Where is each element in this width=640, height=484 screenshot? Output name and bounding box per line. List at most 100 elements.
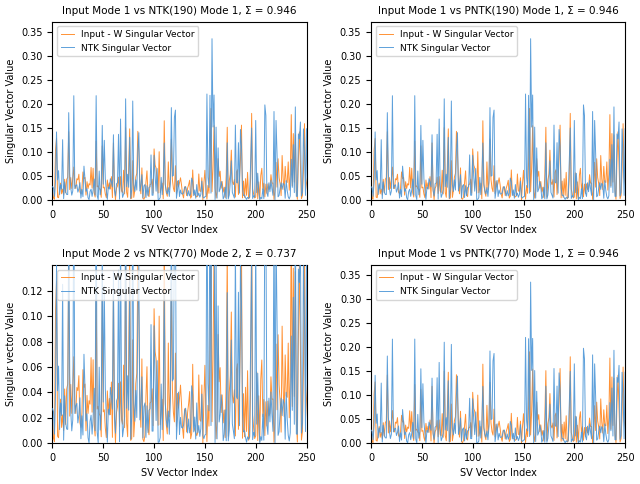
Input - W Singular Vector xyxy=(449,438,456,444)
NTK Singular Vector xyxy=(145,184,153,190)
NTK Singular Vector xyxy=(481,431,489,437)
Input - W Singular Vector xyxy=(177,382,184,388)
Input - W Singular Vector xyxy=(130,195,138,200)
NTK Singular Vector xyxy=(148,192,156,198)
Input - W Singular Vector xyxy=(518,440,525,446)
Input - W Singular Vector xyxy=(207,106,215,111)
NTK Singular Vector xyxy=(85,440,93,446)
X-axis label: SV Vector Index: SV Vector Index xyxy=(141,225,218,235)
Title: Input Mode 1 vs NTK(190) Mode 1, Σ = 0.946: Input Mode 1 vs NTK(190) Mode 1, Σ = 0.9… xyxy=(62,5,297,15)
Line: Input - W Singular Vector: Input - W Singular Vector xyxy=(52,202,312,443)
NTK Singular Vector xyxy=(178,424,186,430)
Input - W Singular Vector xyxy=(49,187,56,193)
Line: NTK Singular Vector: NTK Singular Vector xyxy=(52,17,312,443)
Line: NTK Singular Vector: NTK Singular Vector xyxy=(371,282,630,443)
Line: Input - W Singular Vector: Input - W Singular Vector xyxy=(52,108,312,199)
Input - W Singular Vector xyxy=(49,414,56,420)
NTK Singular Vector xyxy=(496,434,504,440)
Line: Input - W Singular Vector: Input - W Singular Vector xyxy=(371,352,630,443)
NTK Singular Vector xyxy=(467,436,474,441)
Title: Input Mode 2 vs NTK(770) Mode 2, Σ = 0.737: Input Mode 2 vs NTK(770) Mode 2, Σ = 0.7… xyxy=(62,249,297,259)
Legend: Input - W Singular Vector, NTK Singular Vector: Input - W Singular Vector, NTK Singular … xyxy=(376,27,517,56)
Input - W Singular Vector xyxy=(367,430,375,436)
NTK Singular Vector xyxy=(367,427,375,433)
Input - W Singular Vector xyxy=(261,433,269,439)
NTK Singular Vector xyxy=(208,15,216,20)
NTK Singular Vector xyxy=(261,102,269,108)
Y-axis label: Singular Vector Value: Singular Vector Value xyxy=(324,59,334,163)
Input - W Singular Vector xyxy=(627,438,634,444)
NTK Singular Vector xyxy=(527,279,534,285)
X-axis label: SV Vector Index: SV Vector Index xyxy=(460,225,536,235)
NTK Singular Vector xyxy=(527,36,534,42)
NTK Singular Vector xyxy=(85,197,93,203)
Legend: Input - W Singular Vector, NTK Singular Vector: Input - W Singular Vector, NTK Singular … xyxy=(376,270,517,300)
NTK Singular Vector xyxy=(580,346,588,351)
NTK Singular Vector xyxy=(308,438,316,443)
NTK Singular Vector xyxy=(261,189,269,195)
Input - W Singular Vector xyxy=(627,195,634,200)
Input - W Singular Vector xyxy=(199,197,207,202)
NTK Singular Vector xyxy=(580,102,588,108)
Input - W Singular Vector xyxy=(261,194,269,200)
NTK Singular Vector xyxy=(131,189,139,195)
NTK Singular Vector xyxy=(367,184,375,190)
Input - W Singular Vector xyxy=(580,194,588,200)
NTK Singular Vector xyxy=(49,184,56,190)
Input - W Singular Vector xyxy=(308,195,316,200)
Input - W Singular Vector xyxy=(161,397,169,403)
NTK Singular Vector xyxy=(308,196,316,202)
Input - W Singular Vector xyxy=(177,175,184,181)
Input - W Singular Vector xyxy=(495,418,503,424)
NTK Singular Vector xyxy=(449,189,457,195)
NTK Singular Vector xyxy=(464,428,472,434)
X-axis label: SV Vector Index: SV Vector Index xyxy=(141,469,218,479)
NTK Singular Vector xyxy=(404,197,412,203)
Input - W Singular Vector xyxy=(480,181,488,186)
Input - W Singular Vector xyxy=(466,424,474,430)
Input - W Singular Vector xyxy=(526,349,534,355)
X-axis label: SV Vector Index: SV Vector Index xyxy=(460,469,536,479)
NTK Singular Vector xyxy=(178,191,186,197)
Input - W Singular Vector xyxy=(207,199,215,205)
Y-axis label: Singular vector Value: Singular vector Value xyxy=(6,302,16,407)
Line: NTK Singular Vector: NTK Singular Vector xyxy=(52,39,312,200)
NTK Singular Vector xyxy=(464,184,472,190)
NTK Singular Vector xyxy=(148,428,156,434)
Title: Input Mode 1 vs PNTK(190) Mode 1, Σ = 0.946: Input Mode 1 vs PNTK(190) Mode 1, Σ = 0.… xyxy=(378,5,618,15)
Input - W Singular Vector xyxy=(526,106,534,111)
Input - W Singular Vector xyxy=(144,192,152,197)
Input - W Singular Vector xyxy=(449,195,456,200)
Input - W Singular Vector xyxy=(495,175,503,181)
NTK Singular Vector xyxy=(163,417,170,423)
NTK Singular Vector xyxy=(449,432,457,438)
NTK Singular Vector xyxy=(627,196,634,202)
Input - W Singular Vector xyxy=(144,426,152,432)
Y-axis label: Singular Vector Value: Singular Vector Value xyxy=(324,302,334,407)
NTK Singular Vector xyxy=(404,440,412,446)
NTK Singular Vector xyxy=(481,188,489,194)
Input - W Singular Vector xyxy=(147,399,155,405)
NTK Singular Vector xyxy=(131,418,139,424)
NTK Singular Vector xyxy=(163,188,170,194)
Input - W Singular Vector xyxy=(580,438,588,443)
Input - W Singular Vector xyxy=(308,434,316,440)
Line: Input - W Singular Vector: Input - W Singular Vector xyxy=(371,108,630,199)
Legend: Input - W Singular Vector, NTK Singular Vector: Input - W Singular Vector, NTK Singular … xyxy=(57,270,198,300)
Input - W Singular Vector xyxy=(466,181,474,187)
Legend: Input - W Singular Vector, NTK Singular Vector: Input - W Singular Vector, NTK Singular … xyxy=(57,27,198,56)
Input - W Singular Vector xyxy=(367,187,375,193)
Input - W Singular Vector xyxy=(463,192,470,197)
NTK Singular Vector xyxy=(627,439,634,445)
Input - W Singular Vector xyxy=(463,435,470,440)
Input - W Singular Vector xyxy=(161,181,169,186)
Input - W Singular Vector xyxy=(130,434,138,440)
Line: NTK Singular Vector: NTK Singular Vector xyxy=(371,39,630,200)
Input - W Singular Vector xyxy=(518,197,525,202)
Input - W Singular Vector xyxy=(147,181,155,187)
Input - W Singular Vector xyxy=(199,440,207,446)
Y-axis label: Singular Vector Value: Singular Vector Value xyxy=(6,59,15,163)
NTK Singular Vector xyxy=(145,408,153,413)
Title: Input Mode 1 vs PNTK(770) Mode 1, Σ = 0.946: Input Mode 1 vs PNTK(770) Mode 1, Σ = 0.… xyxy=(378,249,618,259)
NTK Singular Vector xyxy=(208,36,216,42)
